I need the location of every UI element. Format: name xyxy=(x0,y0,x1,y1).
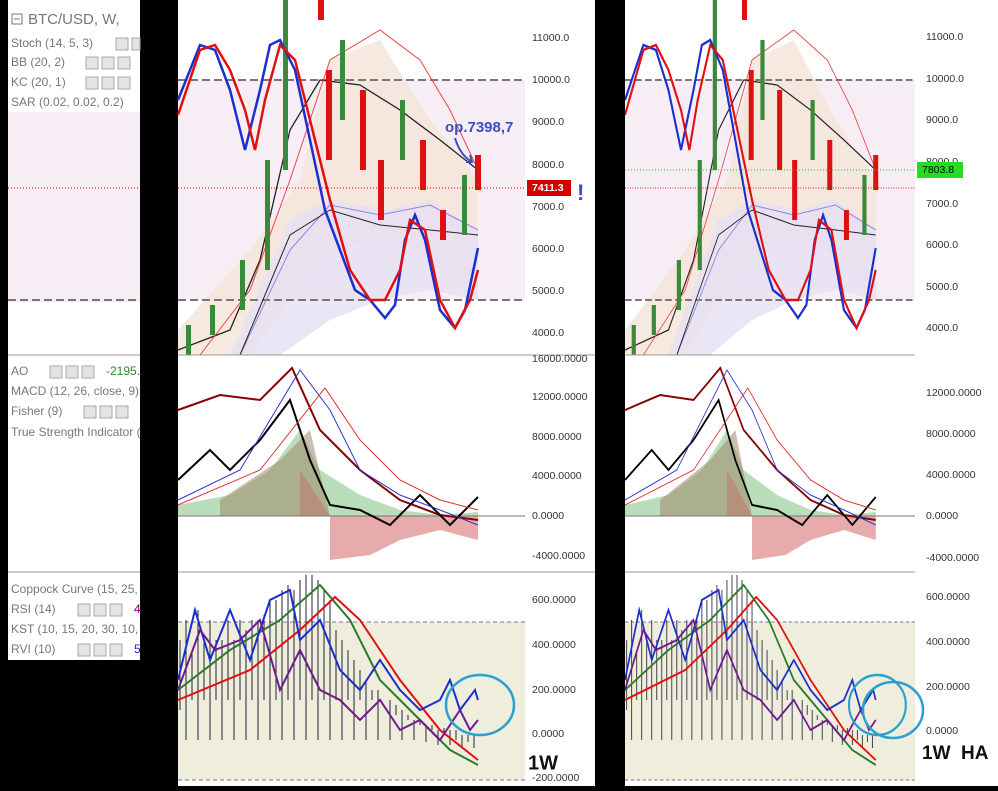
lower-tick: 200.0000 xyxy=(926,681,970,693)
indicator-label[interactable]: KC (20, 1) xyxy=(11,75,66,89)
price-tick: 10000.0 xyxy=(532,74,570,86)
osc-tick: 8000.0000 xyxy=(926,428,976,440)
osc-tick: 12000.0000 xyxy=(926,387,982,399)
indicator-label[interactable]: AO xyxy=(11,364,28,378)
axis-panel xyxy=(915,0,998,786)
osc-tick: 0.0000 xyxy=(926,510,958,522)
lower-tick: 200.0000 xyxy=(532,684,576,696)
price-label: 7411.3 xyxy=(532,182,564,194)
osc-tick: 4000.0000 xyxy=(926,469,976,481)
price-tick: 4000.0 xyxy=(926,322,958,334)
indicator-label[interactable]: Coppock Curve (15, 25, xyxy=(11,582,138,596)
lower-tick: 400.0000 xyxy=(532,639,576,651)
price-tick: 9000.0 xyxy=(926,114,958,126)
indicator-value: 5 xyxy=(134,642,141,656)
osc-tick: 0.0000 xyxy=(532,510,564,522)
price-label-box xyxy=(917,162,963,178)
indicator-label[interactable]: MACD (12, 26, close, 9) xyxy=(11,384,139,398)
lower-tick: -200.0000 xyxy=(532,772,579,784)
lower-tick: 600.0000 xyxy=(926,591,970,603)
price-tick: 5000.0 xyxy=(926,281,958,293)
price-tick: 9000.0 xyxy=(532,116,564,128)
sidebar-band xyxy=(8,112,140,302)
osc-tick: -4000.0000 xyxy=(532,550,585,562)
indicator-label[interactable]: True Strength Indicator ( xyxy=(11,425,141,439)
price-tick: 7000.0 xyxy=(532,201,564,213)
osc-tick: 12000.0000 xyxy=(532,391,588,403)
annotation: op.7398,7 xyxy=(445,119,513,136)
timeframe: 1W xyxy=(528,752,558,774)
price-tick: 10000.0 xyxy=(926,73,964,85)
osc-tick: 16000.0000 xyxy=(532,353,588,365)
chart-panel xyxy=(176,0,595,786)
indicator-buttons[interactable] xyxy=(49,37,141,657)
indicator-label[interactable]: KST (10, 15, 20, 30, 10, xyxy=(11,622,138,636)
alert-mark: ! xyxy=(577,180,584,205)
lower-tick: 0.0000 xyxy=(532,728,564,740)
annotation-arrow xyxy=(454,137,474,163)
collapse-button[interactable] xyxy=(11,13,23,25)
price-tick: 11000.0 xyxy=(532,32,569,44)
lower-tick: 600.0000 xyxy=(532,594,576,606)
price-tick: 11000.0 xyxy=(926,31,963,43)
symbol-title: BTC/USD, W, xyxy=(28,11,120,28)
lower-tick: 400.0000 xyxy=(926,636,970,648)
left-axis: 11000.0 10000.0 9000.0 8000.0 7000.0 600… xyxy=(445,32,588,784)
sidebar xyxy=(8,0,140,660)
osc-tick: -4000.0000 xyxy=(926,552,979,564)
indicator-label[interactable]: SAR (0.02, 0.02, 0.2) xyxy=(11,95,124,109)
osc-tick: 4000.0000 xyxy=(532,470,582,482)
price-label-box xyxy=(527,180,571,196)
indicator-label[interactable]: RVI (10) xyxy=(11,642,55,656)
price-tick: 8000.0 xyxy=(532,159,564,171)
indicator-value: 4 xyxy=(134,602,141,616)
price-label: 7803.8 xyxy=(922,164,954,176)
price-tick: 4000.0 xyxy=(532,327,564,339)
timeframe: 1W HA xyxy=(922,743,989,764)
lower-tick: 0.0000 xyxy=(926,725,958,737)
indicator-label[interactable]: Fisher (9) xyxy=(11,404,62,418)
indicator-label[interactable]: RSI (14) xyxy=(11,602,56,616)
highlight-circle xyxy=(861,680,925,740)
osc-tick: 8000.0000 xyxy=(532,431,582,443)
right-axis: 11000.0 10000.0 9000.0 8000.0 7000.0 600… xyxy=(917,31,989,764)
indicator-label[interactable]: Stoch (14, 5, 3) xyxy=(11,36,93,50)
price-tick: 7000.0 xyxy=(926,198,958,210)
indicator-label[interactable]: BB (20, 2) xyxy=(11,55,65,69)
indicator-value: -2195. xyxy=(106,364,140,378)
price-tick: 5000.0 xyxy=(532,285,564,297)
price-tick: 6000.0 xyxy=(532,243,564,255)
price-tick: 6000.0 xyxy=(926,239,958,251)
